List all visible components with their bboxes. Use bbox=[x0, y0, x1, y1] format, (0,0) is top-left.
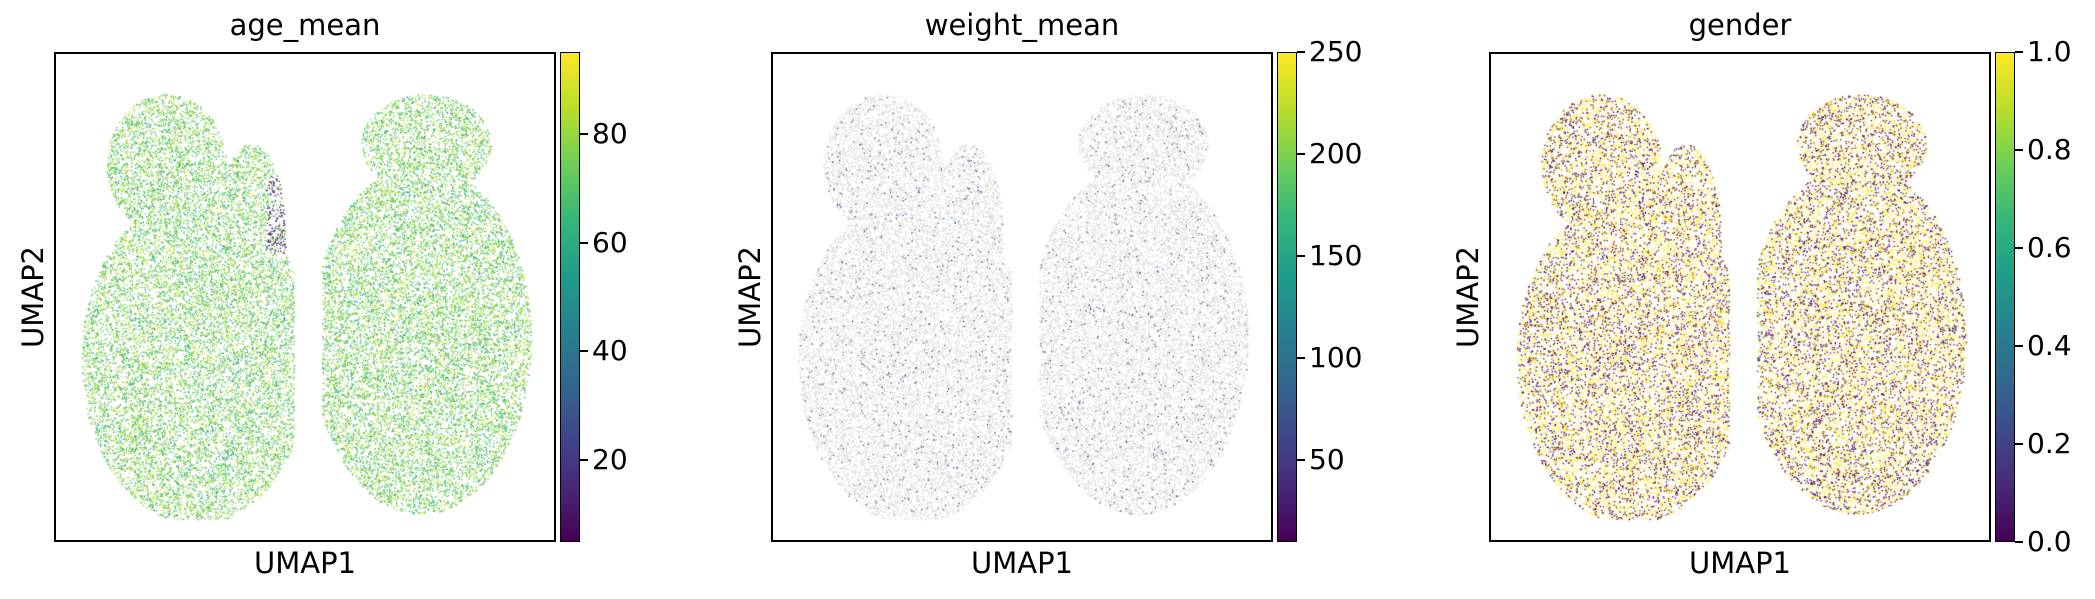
x-axis-label: UMAP1 bbox=[1688, 546, 1792, 580]
colorbar-tick-label: 80 bbox=[592, 116, 628, 150]
colorbar-tick bbox=[2015, 51, 2023, 53]
colorbar-tick bbox=[2015, 345, 2023, 347]
colorbar-tick bbox=[2015, 247, 2023, 249]
colorbar-tick-label: 50 bbox=[1309, 443, 1345, 477]
umap-points-gender bbox=[1491, 54, 1989, 540]
colorbar-tick-label: 0.0 bbox=[2027, 525, 2072, 558]
colorbar-tick-label: 100 bbox=[1309, 341, 1363, 375]
colorbar-tick-label: 150 bbox=[1309, 239, 1363, 273]
colorbar-tick bbox=[1297, 51, 1305, 53]
umap-plot-area bbox=[1489, 52, 1991, 542]
colorbar-tick-label: 20 bbox=[592, 443, 628, 477]
colorbar-tick-label: 0.8 bbox=[2027, 133, 2072, 166]
panel-title: age_mean bbox=[229, 8, 381, 42]
umap-panel-weight-mean: weight_mean UMAP2 UMAP1 50 100 150 200 250 bbox=[717, 0, 1417, 599]
umap-panel-gender: gender UMAP2 UMAP1 0.0 0.2 0.4 0.6 0.8 1.0 bbox=[1435, 0, 2095, 599]
x-axis-label: UMAP1 bbox=[253, 546, 357, 580]
colorbar-tick bbox=[580, 132, 588, 135]
colorbar-tick bbox=[1297, 357, 1305, 360]
colorbar-tick bbox=[1297, 255, 1305, 258]
x-axis-label: UMAP1 bbox=[970, 546, 1074, 580]
y-axis-label: UMAP2 bbox=[16, 245, 50, 349]
colorbar-tick bbox=[580, 241, 588, 244]
umap-points-age-mean bbox=[56, 54, 554, 540]
colorbar-tick-label: 40 bbox=[592, 334, 628, 368]
colorbar-tick-label: 0.2 bbox=[2027, 427, 2072, 460]
panel-title: gender bbox=[1688, 8, 1792, 42]
y-axis-label: UMAP2 bbox=[733, 245, 767, 349]
colorbar-tick-label: 0.6 bbox=[2027, 231, 2072, 264]
umap-panel-age-mean: age_mean UMAP2 UMAP1 20 40 60 80 bbox=[0, 0, 700, 599]
colorbar-tick-label: 1.0 bbox=[2027, 35, 2072, 68]
colorbar-tick bbox=[580, 350, 588, 353]
umap-plot-area bbox=[771, 52, 1273, 542]
colorbar-tick-label: 60 bbox=[592, 225, 628, 259]
colorbar-tick-label: 250 bbox=[1309, 35, 1363, 68]
colorbar-tick bbox=[1297, 459, 1305, 462]
panel-title: weight_mean bbox=[924, 8, 1120, 42]
umap-points-weight-mean bbox=[773, 54, 1271, 540]
colorbar-tick bbox=[2015, 541, 2023, 543]
colorbar-tick bbox=[1297, 153, 1305, 156]
colorbar-tick bbox=[2015, 443, 2023, 445]
colorbar bbox=[1277, 52, 1297, 542]
colorbar-tick-label: 200 bbox=[1309, 137, 1363, 171]
umap-plot-area bbox=[54, 52, 556, 542]
y-axis-label: UMAP2 bbox=[1451, 245, 1485, 349]
colorbar-tick-label: 0.4 bbox=[2027, 329, 2072, 362]
colorbar-tick bbox=[580, 459, 588, 462]
colorbar bbox=[560, 52, 580, 542]
colorbar-tick bbox=[2015, 149, 2023, 151]
colorbar bbox=[1995, 52, 2015, 542]
